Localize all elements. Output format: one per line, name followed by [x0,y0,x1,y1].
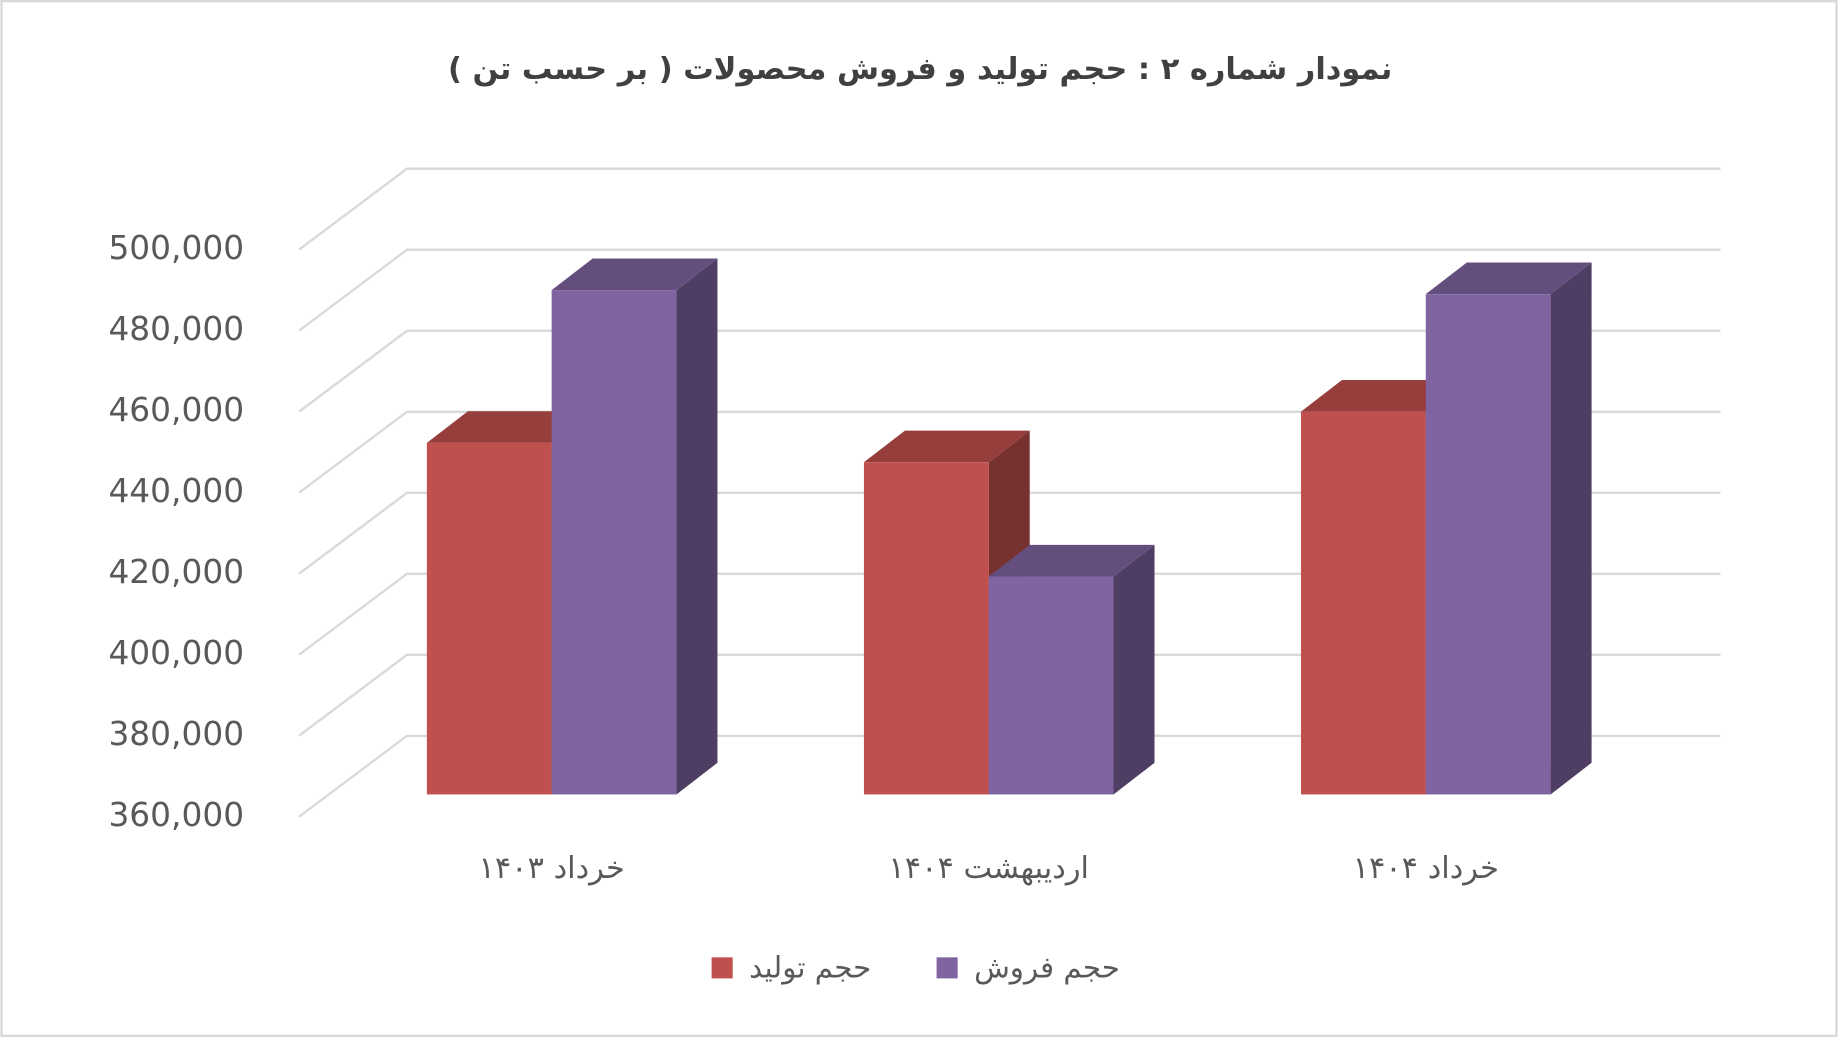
bar-top [1300,379,1467,412]
y-tick-label: 440,000 [108,472,244,510]
bar [426,442,552,795]
bar [1425,294,1551,795]
grid-line [298,167,1721,251]
x-tick-label: خرداد ۱۴۰۴ [1353,851,1499,886]
legend-swatch [936,957,958,979]
grid-line [298,329,1721,413]
grid-line [298,653,1721,737]
grid-line [298,734,1721,818]
bar-top [1425,262,1592,295]
y-tick-label: 480,000 [108,310,244,348]
bar [988,576,1114,795]
bar-side [676,258,718,795]
bar [863,462,989,795]
y-tick-label: 460,000 [108,391,244,429]
grid-line [298,572,1721,656]
grid-line [298,491,1721,575]
bar-top [551,258,718,291]
grid-line [298,248,1721,332]
y-tick-label: 380,000 [108,715,244,753]
legend-label: حجم فروش [974,951,1120,986]
x-tick-label: خرداد ۱۴۰۳ [478,851,624,886]
grid-line [298,410,1721,494]
y-tick-label: 360,000 [108,796,244,834]
y-tick-label: 500,000 [108,229,244,267]
bar-side [1113,544,1155,795]
bar-side [1550,262,1592,795]
bar-top [988,544,1155,577]
legend-swatch [711,957,733,979]
bar [1300,411,1426,795]
x-tick-label: اردیبهشت ۱۴۰۴ [888,851,1089,886]
bar-top [863,430,1030,463]
y-tick-label: 420,000 [108,553,244,591]
y-tick-label: 400,000 [108,634,244,672]
bar [551,290,677,795]
legend-label: حجم تولید [749,951,871,986]
bar-top [426,411,593,443]
chart-title: نمودار شماره ۲ : حجم تولید و فروش محصولا… [448,52,1392,87]
